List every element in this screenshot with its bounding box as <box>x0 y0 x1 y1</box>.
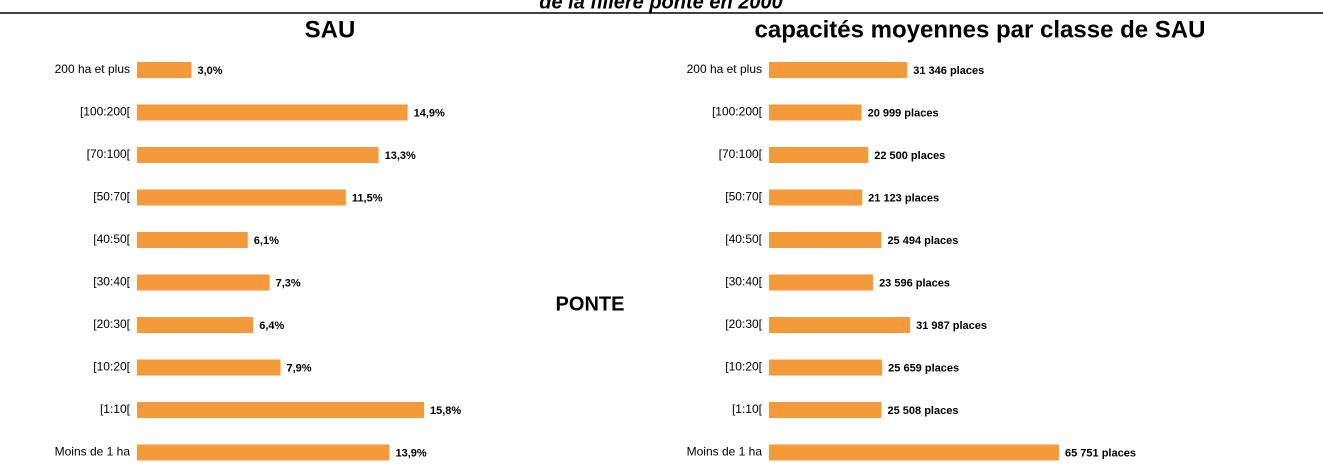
header: de la filière ponte en 2000 <box>539 0 782 13</box>
bar <box>769 62 908 78</box>
value-label: 15,8% <box>430 405 461 417</box>
value-label: 11,5% <box>352 192 383 204</box>
bar <box>769 147 869 163</box>
value-label: 65 751 places <box>1065 447 1136 459</box>
value-label: 31 346 places <box>913 65 984 77</box>
value-label: 7,3% <box>276 277 301 289</box>
category-label: [30:40[ <box>725 275 762 289</box>
value-label: 3,0% <box>197 65 222 77</box>
bar <box>137 274 270 291</box>
value-label: 13,3% <box>385 150 416 162</box>
value-label: 25 659 places <box>888 362 959 374</box>
bar <box>137 317 254 333</box>
category-label: [70:100[ <box>87 147 131 161</box>
category-label: [40:50[ <box>93 232 130 246</box>
category-label: [100:200[ <box>80 105 131 119</box>
value-label: 7,9% <box>287 362 312 374</box>
bar <box>769 274 874 291</box>
bar <box>137 232 248 248</box>
bar <box>137 189 346 206</box>
value-label: 20 999 places <box>868 107 939 119</box>
bar <box>137 402 424 418</box>
value-label: 31 987 places <box>916 320 987 332</box>
chart-title: SAU <box>305 16 356 43</box>
category-label: 200 ha et plus <box>687 62 762 76</box>
bar <box>769 444 1059 461</box>
value-label: 25 508 places <box>888 405 959 417</box>
bar <box>769 317 911 333</box>
value-label: 21 123 places <box>868 192 939 204</box>
category-label: 200 ha et plus <box>55 62 130 76</box>
category-label: [30:40[ <box>93 275 130 289</box>
bar <box>769 232 882 248</box>
category-label: [50:70[ <box>725 190 762 204</box>
value-label: 14,9% <box>414 107 445 119</box>
bar <box>769 189 863 206</box>
category-label: [1:10[ <box>732 402 763 416</box>
category-label: [10:20[ <box>725 360 762 374</box>
category-label: [20:30[ <box>93 317 130 331</box>
bar <box>137 147 379 163</box>
category-label: [50:70[ <box>93 190 130 204</box>
bar <box>137 444 390 461</box>
chart-title: capacités moyennes par classe de SAU <box>755 16 1206 43</box>
value-label: 6,1% <box>254 235 279 247</box>
bar <box>769 104 862 121</box>
value-label: 13,9% <box>395 447 426 459</box>
side-label: PONTE <box>556 293 625 315</box>
category-label: [1:10[ <box>100 402 131 416</box>
value-label: 25 494 places <box>887 235 958 247</box>
bar <box>137 104 408 121</box>
bar <box>769 402 882 418</box>
category-label: [70:100[ <box>719 147 763 161</box>
value-label: 22 500 places <box>874 150 945 162</box>
category-label: Moins de 1 ha <box>687 445 763 459</box>
bar <box>137 62 192 78</box>
category-label: [20:30[ <box>725 317 762 331</box>
bar <box>769 359 883 376</box>
bar <box>137 359 281 376</box>
value-label: 23 596 places <box>879 277 950 289</box>
category-label: [40:50[ <box>725 232 762 246</box>
category-label: Moins de 1 ha <box>55 445 131 459</box>
category-label: [10:20[ <box>93 360 130 374</box>
category-label: [100:200[ <box>712 105 763 119</box>
value-label: 6,4% <box>259 320 284 332</box>
